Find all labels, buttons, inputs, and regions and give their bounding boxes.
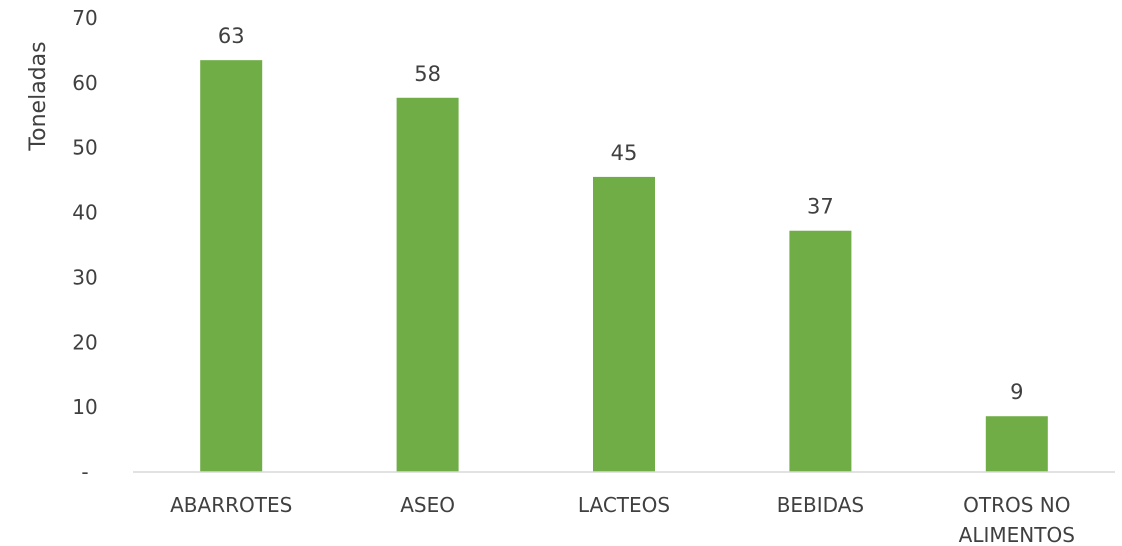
y-axis-ticks: - 10 20 30 40 50 60 70 bbox=[72, 6, 97, 484]
y-tick-label: 60 bbox=[72, 71, 97, 95]
category-label: ABARROTES bbox=[170, 493, 292, 517]
category-label-line: ABARROTES bbox=[170, 493, 292, 517]
y-tick-label: 50 bbox=[72, 136, 97, 160]
y-axis-title: Toneladas bbox=[26, 41, 51, 151]
category-label-line: OTROS NO bbox=[963, 493, 1070, 517]
data-label: 9 bbox=[1010, 380, 1023, 404]
category-label-line: LACTEOS bbox=[578, 493, 670, 517]
y-tick-label: 10 bbox=[72, 395, 97, 419]
bars bbox=[200, 60, 1048, 473]
y-tick-label: 30 bbox=[72, 265, 97, 289]
y-tick-label: 20 bbox=[72, 330, 97, 354]
bar bbox=[396, 97, 459, 472]
category-label-line: BEBIDAS bbox=[777, 493, 864, 517]
data-label: 45 bbox=[611, 141, 638, 165]
data-label: 63 bbox=[218, 24, 245, 48]
bar bbox=[985, 416, 1048, 472]
category-label: OTROS NO ALIMENTOS bbox=[959, 493, 1075, 546]
y-tick-label: 70 bbox=[72, 6, 97, 30]
bar bbox=[593, 176, 655, 472]
category-label: ASEO bbox=[400, 493, 455, 517]
category-labels: ABARROTES ASEO LACTEOS BEBIDAS OTROS NO ALIME… bbox=[170, 493, 1075, 546]
data-labels: 63 58 45 37 9 bbox=[218, 24, 1024, 404]
bar bbox=[200, 60, 263, 473]
data-label: 58 bbox=[414, 62, 441, 86]
data-label: 37 bbox=[807, 195, 834, 219]
y-tick-label: 40 bbox=[72, 201, 97, 225]
y-tick-label: - bbox=[81, 460, 88, 484]
category-label: BEBIDAS bbox=[777, 493, 864, 517]
category-label-line: ALIMENTOS bbox=[959, 523, 1075, 546]
category-label-line: ASEO bbox=[400, 493, 455, 517]
bar bbox=[789, 230, 852, 472]
category-label: LACTEOS bbox=[578, 493, 670, 517]
